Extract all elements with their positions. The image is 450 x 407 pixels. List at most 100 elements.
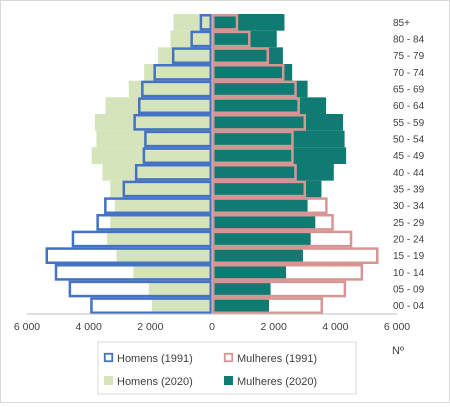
legend-label-mulheres-2020: Mulheres (2020) [237, 376, 317, 388]
axes-group [27, 14, 397, 315]
bar-homens-1991-05-09 [68, 280, 212, 298]
bar-homens-1991-15-19 [45, 247, 212, 264]
bar-mulheres-2020-85 [212, 14, 285, 31]
x-tick-label: 4 000 [322, 321, 348, 333]
age-label-35-39: 35 - 39 [393, 185, 425, 196]
age-label-40-44: 40 - 44 [393, 168, 425, 179]
bar-homens-2020-35-39 [110, 180, 212, 198]
bar-mulheres-1991-15-19 [212, 247, 379, 264]
bar-homens-1991-50-54 [144, 130, 213, 148]
bar-mulheres-2020-70-74 [212, 64, 293, 81]
bar-homens-2020-60-64 [105, 97, 212, 114]
bar-homens-2020-75-79 [158, 47, 212, 64]
bar-homens-1991-80-84 [190, 30, 213, 48]
bar-homens-1991-40-44 [134, 164, 213, 181]
bar-mulheres-1991-60-64 [212, 97, 300, 115]
bars-1991-group [45, 14, 379, 315]
bar-homens-1991-10-14 [54, 264, 212, 281]
bar-homens-2020-40-44 [102, 164, 212, 181]
age-label-10-14: 10 - 14 [393, 268, 425, 279]
bar-mulheres-1991-25-29 [212, 214, 334, 231]
legend-frame [97, 341, 357, 395]
age-label-20-24: 20 - 24 [393, 235, 425, 246]
bar-homens-1991-55-59 [133, 114, 212, 131]
bar-homens-1991-30-34 [104, 197, 212, 214]
bar-homens-1991-35-39 [122, 180, 212, 198]
bar-mulheres-2020-80-84 [212, 30, 277, 48]
bar-homens-1991-65-69 [141, 80, 212, 98]
x-tick-label: 6 000 [14, 321, 40, 333]
age-label-15-19: 15 - 19 [393, 251, 425, 262]
legend-swatch-mulheres-2020 [224, 376, 233, 385]
bar-homens-2020-30-34 [114, 197, 212, 214]
bar-homens-2020-10-14 [133, 264, 212, 281]
bar-mulheres-1991-50-54 [212, 130, 294, 148]
bar-mulheres-1991-70-74 [212, 64, 285, 81]
legend-label-homens-2020: Homens (2020) [117, 376, 193, 388]
age-label-50-54: 50 - 54 [393, 135, 425, 146]
bar-mulheres-2020-20-24 [212, 230, 311, 248]
age-label-85: 85+ [393, 18, 410, 29]
legend-swatch-mulheres-1991 [223, 352, 234, 363]
bar-mulheres-2020-25-29 [212, 214, 316, 231]
age-label-70-74: 70 - 74 [393, 68, 425, 79]
bar-mulheres-1991-65-69 [212, 80, 297, 98]
legend-label-mulheres-1991: Mulheres (1991) [237, 353, 317, 365]
bar-mulheres-2020-40-44 [212, 164, 334, 181]
bar-homens-1991-25-29 [96, 214, 212, 231]
bar-mulheres-1991-05-09 [212, 280, 347, 298]
bar-homens-1991-60-64 [138, 97, 212, 115]
bar-mulheres-2020-45-49 [212, 147, 347, 164]
bar-homens-1991-75-79 [171, 47, 213, 64]
x-tick-label: 6 000 [384, 321, 410, 333]
legend: Homens (1991) Mulheres (1991) Homens (2020… [97, 341, 357, 395]
bar-mulheres-1991-20-24 [212, 230, 353, 248]
bar-homens-2020-20-24 [107, 230, 212, 248]
bar-homens-1991-45-49 [142, 147, 212, 164]
bar-mulheres-2020-35-39 [212, 180, 322, 198]
x-tick-label: 2 000 [261, 321, 287, 333]
bar-mulheres-1991-75-79 [212, 47, 270, 64]
bar-mulheres-2020-55-59 [212, 114, 344, 131]
bar-homens-2020-55-59 [94, 114, 212, 131]
age-label-00-04: 00 - 04 [393, 301, 425, 312]
legend-swatch-homens-2020 [104, 376, 113, 385]
bar-mulheres-1991-85 [212, 14, 239, 31]
bar-homens-2020-70-74 [144, 64, 212, 81]
age-label-60-64: 60 - 64 [393, 101, 425, 112]
bar-mulheres-1991-00-04 [212, 297, 323, 315]
age-label-55-59: 55 - 59 [393, 118, 425, 129]
bar-mulheres-2020-50-54 [212, 130, 345, 148]
x-tick-label: 4 000 [76, 321, 102, 333]
bar-mulheres-1991-40-44 [212, 164, 297, 181]
age-label-75-79: 75 - 79 [393, 51, 425, 62]
bar-homens-2020-15-19 [116, 247, 212, 264]
age-label-25-29: 25 - 29 [393, 218, 425, 229]
bar-homens-2020-05-09 [148, 280, 212, 298]
bar-homens-2020-50-54 [96, 130, 212, 148]
bar-homens-1991-70-74 [153, 64, 213, 81]
legend-label-homens-1991: Homens (1991) [117, 353, 193, 365]
bar-mulheres-1991-80-84 [212, 30, 251, 48]
age-label-05-09: 05 - 09 [393, 285, 425, 296]
bar-homens-1991-00-04 [90, 297, 212, 315]
bar-homens-2020-25-29 [110, 214, 212, 231]
x-tick-labels: 6 000 4 000 2 000 0 2 000 4 000 6 000 [14, 321, 410, 333]
bar-mulheres-1991-10-14 [212, 264, 364, 281]
bar-mulheres-2020-65-69 [212, 80, 308, 98]
bar-homens-2020-00-04 [151, 297, 212, 314]
bar-homens-2020-65-69 [128, 80, 212, 98]
bar-mulheres-1991-30-34 [212, 197, 328, 214]
age-label-45-49: 45 - 49 [393, 151, 425, 162]
bar-homens-1991-20-24 [71, 230, 213, 248]
age-label-65-69: 65 - 69 [393, 85, 425, 96]
x-tick-label: 2 000 [137, 321, 163, 333]
age-label-80-84: 80 - 84 [393, 35, 425, 46]
bar-mulheres-2020-00-04 [212, 297, 270, 314]
age-label-30-34: 30 - 34 [393, 201, 425, 212]
legend-swatch-homens-1991 [103, 352, 114, 363]
bar-homens-2020-85 [173, 14, 212, 31]
bar-mulheres-2020-15-19 [212, 247, 303, 264]
